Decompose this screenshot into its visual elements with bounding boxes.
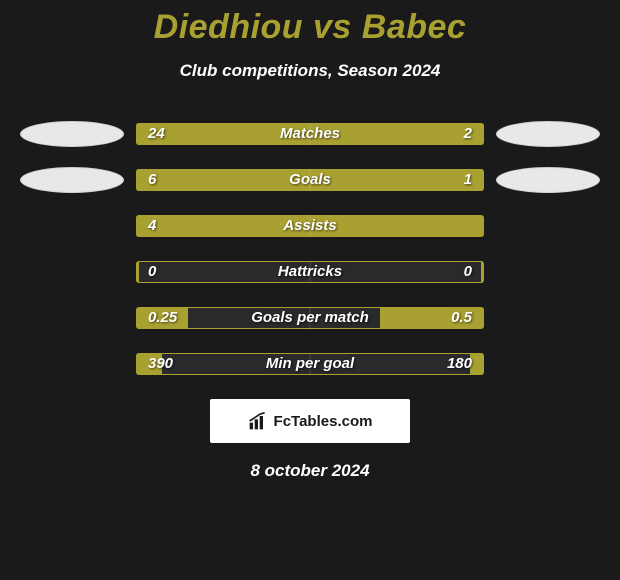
stat-row: 00Hattricks: [0, 261, 620, 283]
stat-bar: 390180Min per goal: [136, 353, 484, 375]
stat-label: Hattricks: [136, 261, 484, 283]
stat-label: Goals per match: [136, 307, 484, 329]
stat-row: 0.250.5Goals per match: [0, 307, 620, 329]
player-avatar-right: [496, 121, 600, 147]
page-subtitle: Club competitions, Season 2024: [0, 61, 620, 81]
branding-text: FcTables.com: [274, 413, 373, 430]
stat-bar: 4Assists: [136, 215, 484, 237]
avatar-slot-right: [484, 121, 612, 147]
player-avatar-left: [20, 121, 124, 147]
stats-icon: [248, 411, 268, 431]
stat-label: Min per goal: [136, 353, 484, 375]
stat-row: 61Goals: [0, 169, 620, 191]
stat-row: 390180Min per goal: [0, 353, 620, 375]
stat-label: Assists: [136, 215, 484, 237]
date-text: 8 october 2024: [0, 461, 620, 481]
page-title: Diedhiou vs Babec: [0, 8, 620, 47]
stat-bar: 61Goals: [136, 169, 484, 191]
rows-container: 242Matches 61Goals 4Assists 00Hattricks 0.25…: [0, 123, 620, 375]
stat-row: 4Assists: [0, 215, 620, 237]
avatar-slot-left: [8, 121, 136, 147]
stat-bar: 00Hattricks: [136, 261, 484, 283]
stat-bar: 0.250.5Goals per match: [136, 307, 484, 329]
stat-row: 242Matches: [0, 123, 620, 145]
stat-bar: 242Matches: [136, 123, 484, 145]
avatar-slot-left: [8, 167, 136, 193]
stat-label: Matches: [136, 123, 484, 145]
stat-label: Goals: [136, 169, 484, 191]
avatar-slot-right: [484, 167, 612, 193]
comparison-container: Diedhiou vs Babec Club competitions, Sea…: [0, 0, 620, 481]
player-avatar-left: [20, 167, 124, 193]
branding-badge[interactable]: FcTables.com: [210, 399, 410, 443]
player-avatar-right: [496, 167, 600, 193]
